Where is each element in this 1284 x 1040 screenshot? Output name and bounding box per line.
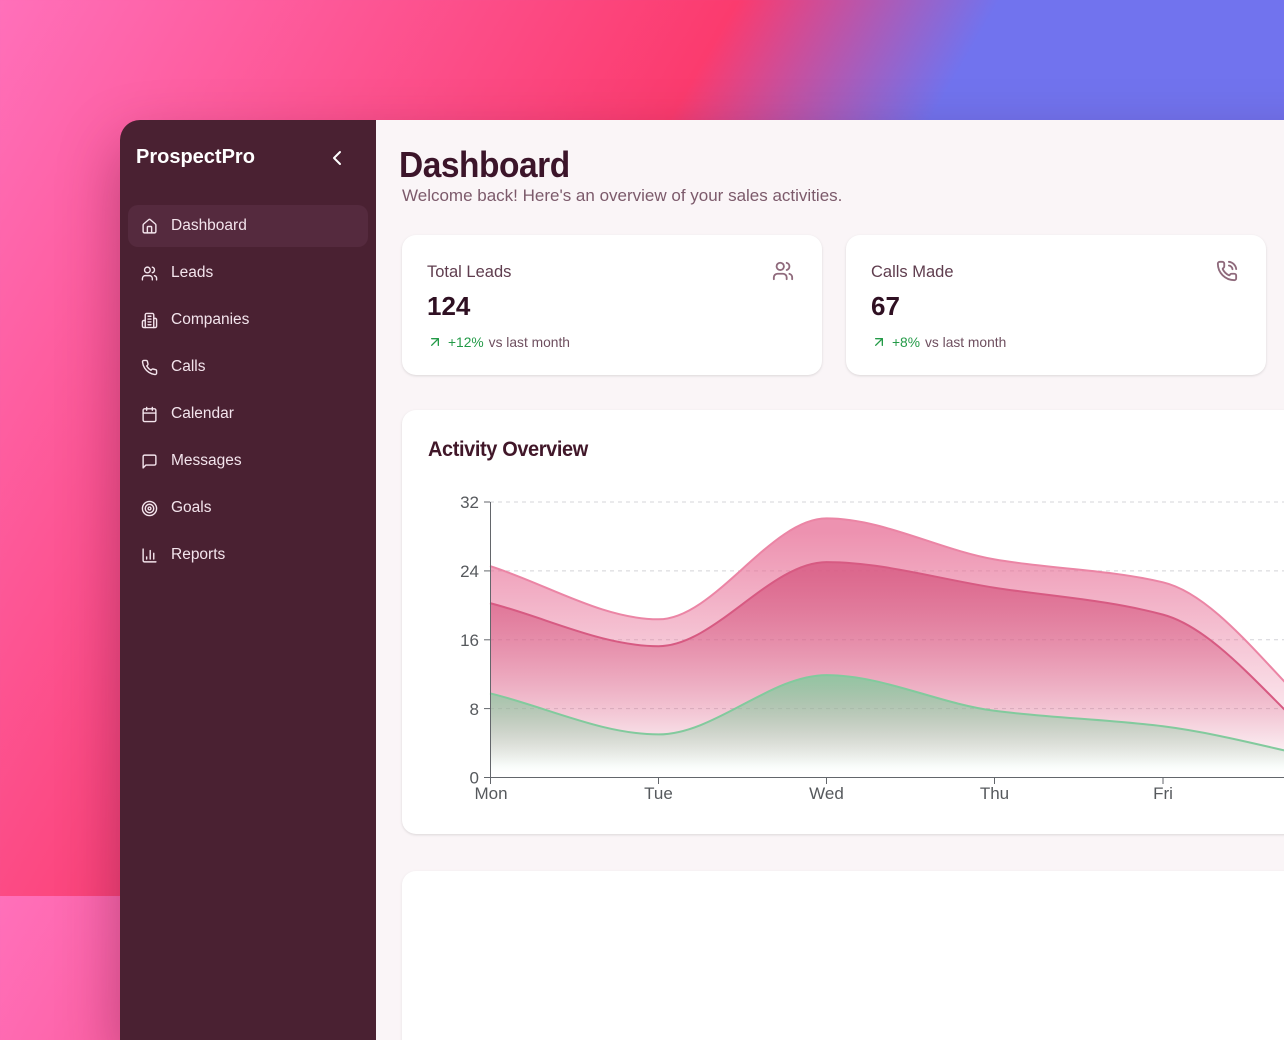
svg-text:24: 24 [460,562,479,581]
svg-text:Thu: Thu [980,784,1009,803]
svg-text:Fri: Fri [1153,784,1173,803]
svg-text:Mon: Mon [474,784,507,803]
svg-text:16: 16 [460,631,479,650]
svg-text:0: 0 [470,769,479,788]
svg-text:32: 32 [460,495,479,512]
svg-text:8: 8 [470,700,479,719]
svg-text:Tue: Tue [644,784,673,803]
svg-text:Wed: Wed [809,784,844,803]
